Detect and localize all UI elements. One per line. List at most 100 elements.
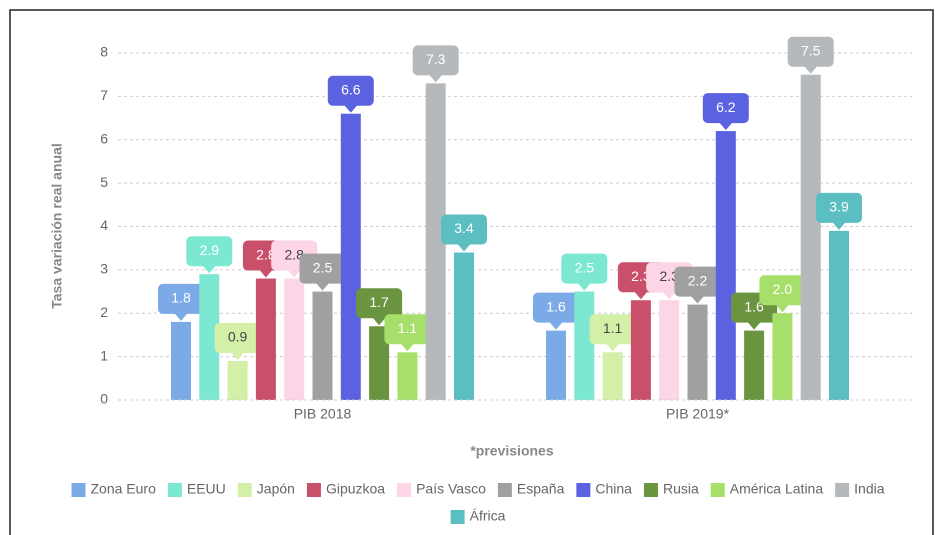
data-label: 6.6 xyxy=(341,81,361,97)
legend-item: España xyxy=(497,481,565,497)
legend-label: Japón xyxy=(257,481,295,497)
legend-swatch xyxy=(450,510,465,524)
legend-label: EEUU xyxy=(187,481,226,497)
y-tick-label: 8 xyxy=(100,44,108,60)
bar xyxy=(340,113,361,400)
label-callout xyxy=(186,236,233,274)
label-callout xyxy=(674,266,721,304)
bar xyxy=(546,330,566,400)
legend-label: Rusia xyxy=(663,481,699,497)
bar xyxy=(715,131,736,400)
label-callout xyxy=(816,192,863,230)
data-label: 2.8 xyxy=(284,246,304,262)
legend-swatch xyxy=(71,483,86,497)
label-callout xyxy=(561,253,608,291)
data-label: 2.8 xyxy=(256,246,276,262)
legend-swatch xyxy=(576,483,591,497)
bar xyxy=(425,83,446,401)
bar xyxy=(659,300,680,400)
y-tick-label: 7 xyxy=(100,87,108,103)
y-tick-label: 0 xyxy=(100,391,108,407)
bar xyxy=(772,313,793,400)
label-callout xyxy=(158,283,204,321)
legend-item: Japón xyxy=(237,481,295,497)
data-label: 1.1 xyxy=(603,320,623,336)
data-label: 1.1 xyxy=(398,320,418,336)
data-label: 1.8 xyxy=(171,290,191,306)
bar xyxy=(397,352,418,400)
bar xyxy=(199,274,220,400)
legend-label: China xyxy=(595,481,632,497)
legend-swatch xyxy=(167,483,182,497)
frame xyxy=(9,9,934,535)
legend-swatch xyxy=(397,483,412,497)
data-label: 2.9 xyxy=(200,242,220,258)
data-label: 7.3 xyxy=(426,51,446,67)
label-callout xyxy=(759,275,806,313)
x-tick-label: PIB 2018 xyxy=(294,406,352,422)
legend-swatch xyxy=(643,483,658,497)
legend-item: Gipuzkoa xyxy=(306,481,385,497)
data-label: 7.5 xyxy=(801,42,821,58)
legend-label: América Latina xyxy=(730,481,824,497)
y-axis-label: Tasa variación real anual xyxy=(49,143,65,309)
y-tick-label: 5 xyxy=(100,174,108,190)
bar xyxy=(255,278,276,400)
data-label: 2.5 xyxy=(575,259,595,275)
data-label: 3.4 xyxy=(454,220,474,236)
legend-item: África xyxy=(450,508,506,524)
label-callout xyxy=(384,314,431,352)
bar xyxy=(744,330,765,400)
label-callout xyxy=(299,253,346,291)
label-callout xyxy=(533,292,579,330)
legend-swatch xyxy=(710,483,725,497)
bar xyxy=(227,360,248,400)
data-label: 2.5 xyxy=(313,259,333,275)
legend-label: Zona Euro xyxy=(91,481,157,497)
bar xyxy=(171,321,191,400)
y-tick-label: 1 xyxy=(100,347,108,363)
y-tick-label: 2 xyxy=(100,304,108,320)
data-label: 0.9 xyxy=(228,329,248,345)
data-label: 1.6 xyxy=(546,298,566,314)
bar xyxy=(574,291,595,400)
legend: Zona Euro EEUU Japón Gipuzkoa País Vasco Espa… xyxy=(71,481,885,524)
legend-swatch xyxy=(237,483,252,497)
legend-label: India xyxy=(854,481,885,497)
data-label: 1.7 xyxy=(369,294,389,310)
legend-swatch xyxy=(835,483,850,497)
legend-item: India xyxy=(835,481,885,497)
y-tick-label: 6 xyxy=(100,130,108,146)
label-callout xyxy=(702,93,749,131)
bar xyxy=(284,278,305,400)
bar xyxy=(829,230,849,400)
legend-swatch xyxy=(306,483,321,497)
label-callout xyxy=(787,36,834,74)
bar xyxy=(602,352,623,400)
bar xyxy=(454,252,474,400)
data-label: 2.3 xyxy=(659,268,679,284)
legend-swatch xyxy=(497,483,512,497)
bar xyxy=(369,326,390,400)
legend-item: EEUU xyxy=(167,481,226,497)
legend-item: Rusia xyxy=(643,481,699,497)
y-tick-label: 3 xyxy=(100,261,108,277)
legend-item: China xyxy=(576,481,632,497)
data-label: 3.9 xyxy=(829,199,849,215)
bar xyxy=(800,74,821,400)
legend-label: España xyxy=(517,481,565,497)
bar xyxy=(630,300,651,400)
label-callout xyxy=(214,322,261,360)
data-label: 1.6 xyxy=(744,298,764,314)
label-callout xyxy=(412,45,459,83)
legend-item: Zona Euro xyxy=(71,481,157,497)
legend-item: País Vasco xyxy=(397,481,486,497)
x-axis-label: *previsiones xyxy=(470,443,553,459)
data-label: 2.0 xyxy=(773,281,793,297)
legend-item: América Latina xyxy=(710,481,824,497)
bar xyxy=(687,304,708,400)
label-callout xyxy=(441,214,487,252)
label-callout xyxy=(327,75,374,113)
legend-label: Gipuzkoa xyxy=(326,481,385,497)
